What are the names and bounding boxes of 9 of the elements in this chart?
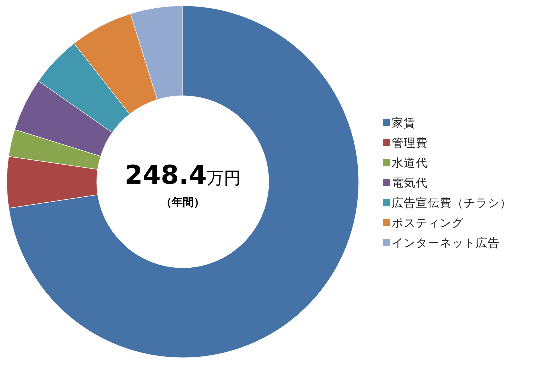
- legend-label: 管理費: [392, 136, 428, 150]
- legend-label: 水道代: [392, 156, 428, 170]
- text: （年間）: [161, 196, 205, 209]
- text: 248.4万円: [124, 161, 242, 191]
- legend-label: 家賃: [392, 116, 416, 130]
- legend-label: インターネット広告: [392, 236, 500, 250]
- legend-label: ポスティング: [392, 216, 465, 230]
- legend-label: 電気代: [392, 176, 428, 190]
- legend-label: 広告宣伝費（チラシ）: [392, 196, 512, 210]
